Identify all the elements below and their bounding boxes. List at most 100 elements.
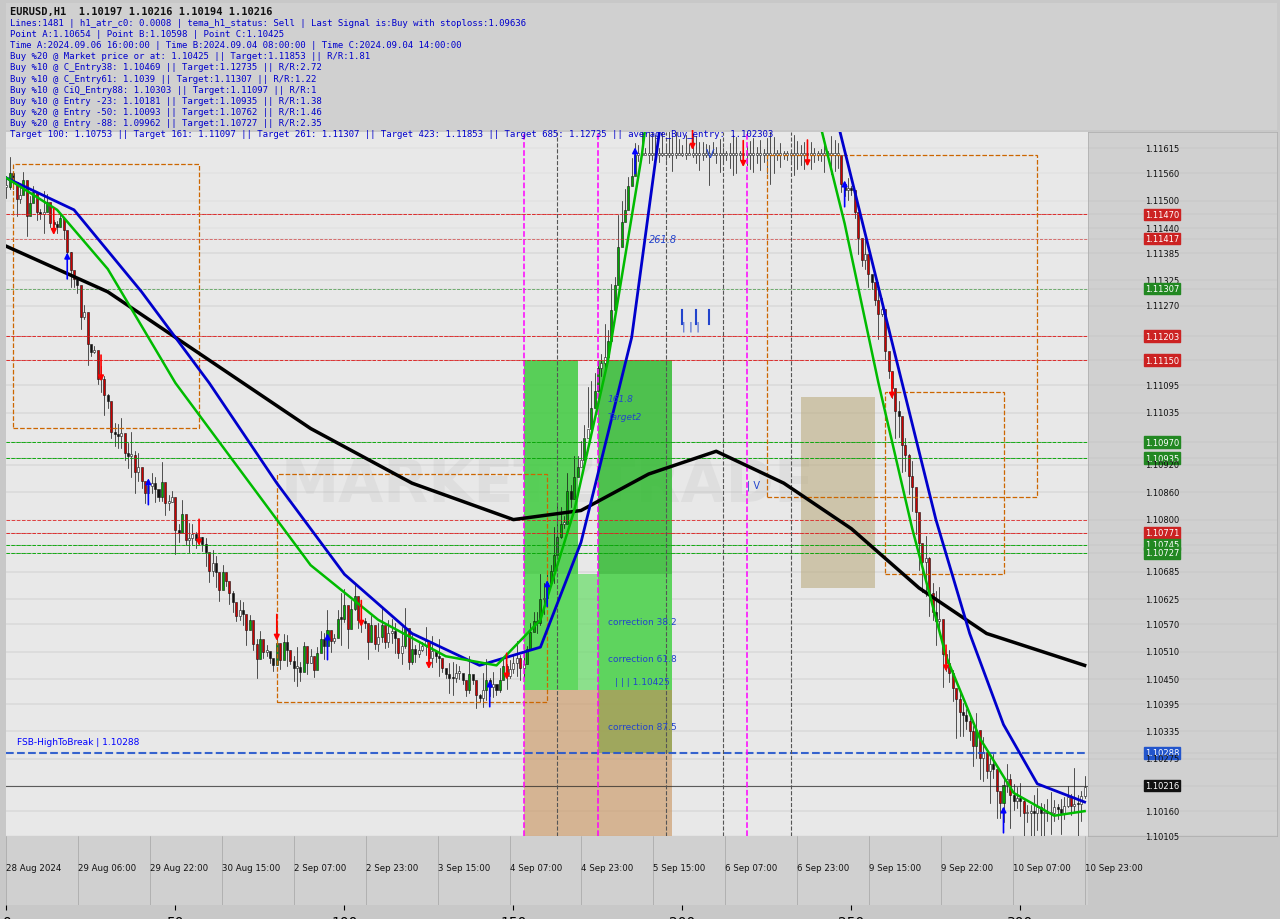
Text: 1.10685: 1.10685 bbox=[1144, 568, 1179, 577]
Bar bbox=[557, 537, 558, 555]
Text: 1.10727: 1.10727 bbox=[1144, 549, 1179, 558]
Text: 1.10275: 1.10275 bbox=[1144, 754, 1179, 764]
Bar bbox=[367, 623, 369, 642]
Bar bbox=[77, 279, 78, 286]
Bar bbox=[174, 497, 177, 530]
Text: 1.11385: 1.11385 bbox=[1144, 249, 1179, 258]
Text: Buy %10 @ C_Entry61: 1.1039 || Target:1.11307 || R/R:1.22: Buy %10 @ C_Entry61: 1.1039 || Target:1.… bbox=[10, 74, 316, 84]
Bar bbox=[164, 482, 166, 503]
Text: | | | 1.10425: | | | 1.10425 bbox=[614, 677, 669, 686]
Bar bbox=[195, 534, 197, 540]
Text: 6 Sep 07:00: 6 Sep 07:00 bbox=[726, 863, 777, 872]
Bar bbox=[1053, 807, 1055, 813]
Bar bbox=[559, 525, 562, 537]
Bar bbox=[631, 177, 632, 187]
Text: 1.11035: 1.11035 bbox=[1144, 409, 1179, 417]
Bar bbox=[753, 154, 754, 156]
Bar bbox=[225, 573, 227, 582]
Bar bbox=[279, 643, 282, 661]
Bar bbox=[228, 582, 230, 594]
Text: 1.11150: 1.11150 bbox=[1144, 357, 1179, 365]
Bar bbox=[252, 620, 255, 644]
Bar bbox=[833, 154, 836, 156]
Bar bbox=[178, 530, 179, 533]
Text: 2 Sep 23:00: 2 Sep 23:00 bbox=[366, 863, 419, 872]
Bar bbox=[191, 534, 193, 538]
Bar bbox=[955, 688, 957, 699]
Bar bbox=[411, 650, 413, 663]
Text: Buy %20 @ Entry -88: 1.09962 || Target:1.10727 || R/R:2.35: Buy %20 @ Entry -88: 1.09962 || Target:1… bbox=[10, 119, 323, 128]
Bar bbox=[285, 642, 288, 651]
Bar bbox=[219, 572, 220, 590]
Bar bbox=[1002, 786, 1005, 803]
Bar bbox=[563, 523, 564, 525]
Text: Target2: Target2 bbox=[608, 413, 643, 422]
Text: 1.11203: 1.11203 bbox=[1144, 332, 1179, 341]
Bar bbox=[29, 203, 31, 217]
Bar bbox=[948, 664, 951, 673]
Bar bbox=[652, 154, 653, 156]
Bar bbox=[792, 154, 795, 156]
Bar bbox=[915, 487, 916, 512]
Text: 3 Sep 15:00: 3 Sep 15:00 bbox=[438, 863, 490, 872]
Bar bbox=[621, 222, 622, 248]
Bar bbox=[524, 574, 672, 691]
Bar bbox=[378, 637, 379, 644]
Bar bbox=[374, 626, 376, 644]
Bar bbox=[524, 691, 672, 919]
Bar bbox=[689, 154, 690, 156]
Bar bbox=[1064, 806, 1065, 813]
Bar bbox=[188, 538, 189, 540]
Bar bbox=[986, 753, 988, 771]
Bar bbox=[454, 674, 457, 678]
Bar bbox=[963, 712, 964, 715]
Text: 9 Sep 22:00: 9 Sep 22:00 bbox=[941, 863, 993, 872]
Bar bbox=[360, 620, 362, 622]
Bar bbox=[100, 378, 102, 380]
Text: 5 Sep 15:00: 5 Sep 15:00 bbox=[653, 863, 705, 872]
Bar bbox=[844, 185, 846, 191]
Text: | | |: | | | bbox=[682, 321, 700, 332]
Bar bbox=[151, 483, 152, 487]
Bar bbox=[479, 695, 480, 698]
Bar bbox=[739, 154, 741, 156]
Bar bbox=[1080, 796, 1083, 805]
Bar bbox=[442, 658, 443, 668]
Bar bbox=[992, 764, 995, 769]
Bar bbox=[1027, 811, 1028, 813]
Bar bbox=[854, 191, 856, 213]
Bar bbox=[489, 680, 490, 687]
Bar bbox=[530, 632, 531, 650]
Text: Buy %10 @ CiQ_Entry88: 1.10303 || Target:1.11097 || R/R:1: Buy %10 @ CiQ_Entry88: 1.10303 || Target… bbox=[10, 85, 316, 95]
Bar bbox=[353, 596, 356, 610]
Bar bbox=[759, 154, 762, 156]
Text: Time A:2024.09.06 16:00:00 | Time B:2024.09.04 08:00:00 | Time C:2024.09.04 14:0: Time A:2024.09.06 16:00:00 | Time B:2024… bbox=[10, 41, 462, 50]
Bar bbox=[837, 154, 838, 156]
Bar bbox=[858, 213, 859, 239]
Bar bbox=[600, 364, 603, 369]
Bar bbox=[444, 668, 447, 674]
Bar bbox=[506, 666, 508, 676]
Bar bbox=[67, 231, 68, 253]
Bar bbox=[586, 429, 589, 438]
Bar bbox=[901, 416, 904, 446]
Bar bbox=[143, 482, 146, 494]
Bar bbox=[79, 286, 82, 318]
Bar bbox=[1074, 804, 1075, 806]
Bar bbox=[293, 661, 294, 668]
Bar bbox=[40, 213, 41, 215]
Bar bbox=[384, 625, 387, 642]
Bar bbox=[438, 656, 440, 658]
Bar bbox=[685, 154, 687, 156]
Text: 1.11325: 1.11325 bbox=[1144, 277, 1179, 286]
Bar bbox=[763, 154, 764, 156]
Bar bbox=[705, 154, 707, 156]
Bar bbox=[370, 626, 372, 642]
Bar bbox=[104, 380, 105, 396]
Bar bbox=[850, 189, 852, 191]
Text: 1.10216: 1.10216 bbox=[1144, 781, 1179, 790]
Bar bbox=[996, 769, 997, 791]
Bar bbox=[934, 613, 937, 621]
Bar bbox=[320, 640, 321, 653]
Bar bbox=[567, 492, 568, 524]
